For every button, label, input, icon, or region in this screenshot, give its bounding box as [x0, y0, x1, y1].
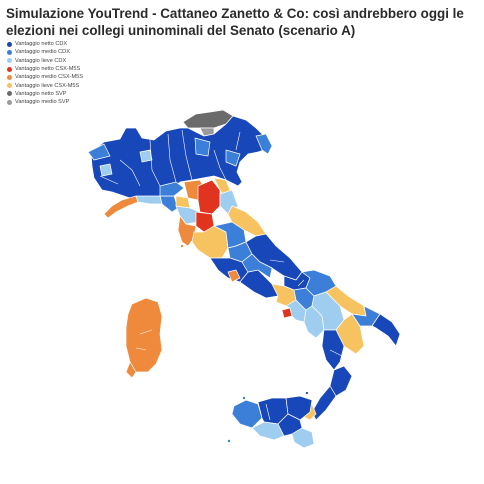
legend-item-lieve-cdx: Vantaggio lieve CDX	[7, 57, 83, 65]
legend-swatch	[7, 66, 12, 72]
border-lines	[99, 129, 343, 421]
legend-item-medio-cdx: Vantaggio medio CDX	[7, 48, 83, 56]
island-egadi	[242, 396, 246, 400]
legend-label: Vantaggio medio CDX	[15, 49, 70, 56]
region-liguria-genova	[135, 195, 163, 205]
region-liguria-east	[159, 195, 179, 213]
region-sardegna-south	[125, 361, 137, 379]
legend-swatch	[7, 49, 12, 55]
region-friuli-east	[255, 133, 273, 155]
region-torino	[99, 163, 113, 177]
region-salento	[371, 313, 401, 347]
legend-item-medio-svp: Vantaggio medio SVP	[7, 98, 83, 106]
legend-swatch	[7, 74, 12, 80]
region-venezia	[225, 149, 241, 167]
region-veneto-west	[194, 137, 211, 157]
legend-label: Vantaggio lieve CSX-M5S	[15, 82, 80, 89]
region-valle-aosta	[87, 143, 111, 161]
region-milano	[139, 149, 153, 163]
legend-label: Vantaggio lieve CDX	[15, 57, 67, 64]
legend-swatch	[7, 58, 12, 64]
legend-label: Vantaggio netto CDX	[15, 41, 68, 48]
legend-swatch	[7, 83, 12, 89]
legend-item-netto-cdx: Vantaggio netto CDX	[7, 40, 83, 48]
region-liguria-west	[103, 195, 139, 219]
region-abruzzo-inland	[241, 253, 273, 279]
legend-label: Vantaggio medio SVP	[15, 99, 70, 106]
legend-label: Vantaggio medio CSX-M5S	[15, 74, 83, 81]
region-calabria-north	[321, 329, 345, 371]
region-siracusa	[291, 427, 315, 449]
region-roma	[227, 269, 241, 283]
legend-item-lieve-csx: Vantaggio lieve CSX-M5S	[7, 81, 83, 89]
region-emilia-piacenza	[159, 181, 185, 197]
legend-label: Vantaggio netto SVP	[15, 90, 67, 97]
region-bologna	[197, 179, 221, 215]
legend-item-medio-csx: Vantaggio medio CSX-M5S	[7, 73, 83, 81]
island-pantelleria	[227, 439, 231, 443]
legend: Vantaggio netto CDX Vantaggio medio CDX …	[7, 40, 83, 106]
region-toscana-coast	[177, 215, 197, 247]
map-title: Simulazione YouTrend - Cattaneo Zanetto …	[6, 6, 464, 38]
legend-item-netto-svp: Vantaggio netto SVP	[7, 90, 83, 98]
legend-swatch	[7, 99, 12, 105]
region-sardegna	[125, 297, 163, 373]
legend-swatch	[7, 41, 12, 47]
island-elba	[180, 244, 184, 248]
region-toscana-south	[191, 225, 229, 259]
legend-swatch	[7, 91, 12, 97]
region-sicilia-west	[231, 399, 263, 429]
legend-item-netto-csx: Vantaggio netto CSX-M5S	[7, 65, 83, 73]
island-eolie	[305, 391, 309, 395]
region-calabria-south	[311, 385, 337, 421]
legend-label: Vantaggio netto CSX-M5S	[15, 66, 81, 73]
